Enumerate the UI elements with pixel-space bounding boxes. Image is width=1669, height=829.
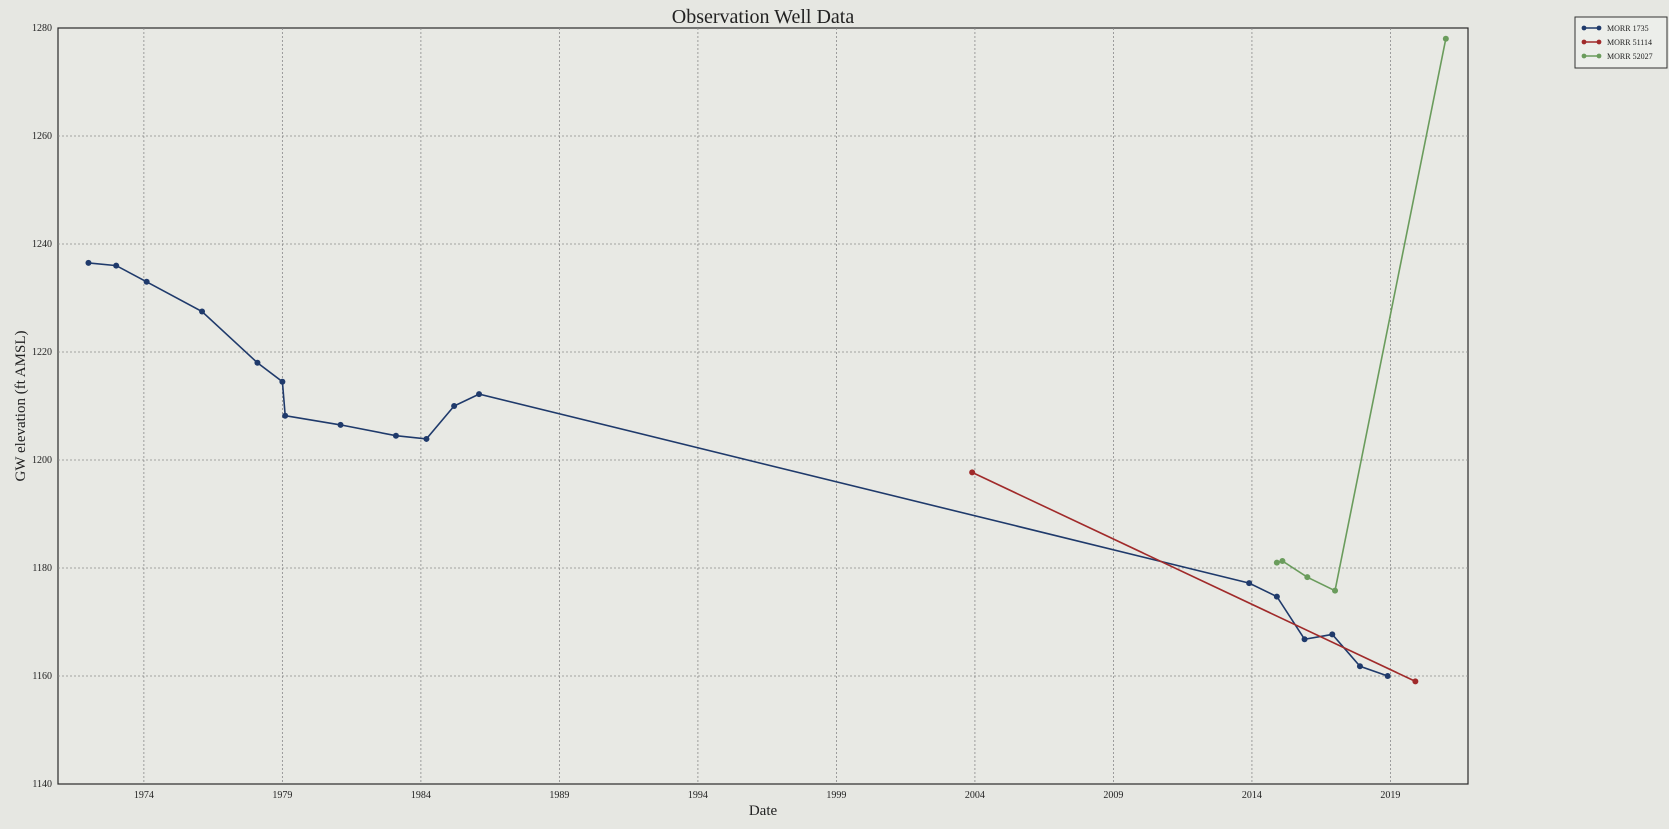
data-point	[1442, 35, 1449, 42]
legend-label: MORR 1735	[1607, 24, 1649, 33]
series-layer	[85, 35, 1449, 685]
data-point	[1412, 678, 1419, 685]
y-tick-label: 1220	[32, 347, 52, 358]
x-axis-label: Date	[749, 803, 778, 819]
chart-title: Observation Well Data	[672, 6, 855, 28]
data-point	[85, 259, 92, 266]
y-axis-label: GW elevation (ft AMSL)	[13, 331, 29, 482]
y-tick-label: 1240	[32, 239, 52, 250]
legend: MORR 1735 MORR 51114 MORR 52027	[1574, 16, 1668, 69]
legend-marker	[1596, 39, 1602, 45]
data-point	[1273, 559, 1280, 566]
plot-area	[57, 27, 1469, 785]
data-point	[423, 435, 430, 442]
x-tick-label: 2004	[965, 790, 985, 801]
legend-marker	[1581, 53, 1587, 59]
legend-label: MORR 52027	[1607, 52, 1653, 61]
legend-label: MORR 51114	[1607, 38, 1652, 47]
data-point	[143, 278, 150, 285]
data-point	[969, 469, 976, 476]
data-point	[1304, 574, 1311, 581]
series-line	[971, 471, 1416, 683]
x-tick-label: 1984	[411, 790, 431, 801]
y-tick-label: 1160	[32, 671, 52, 682]
data-point	[282, 412, 289, 419]
y-axis-ticks: 1140 1160 1180 1200 1220 1240 1260 1280	[32, 23, 52, 790]
series-2	[1273, 35, 1449, 594]
legend-marker	[1581, 39, 1587, 45]
data-point	[254, 359, 261, 366]
x-axis-ticks: 1974 1979 1984 1989 1994 1999 2004 2009 2014 2019	[134, 790, 1401, 801]
data-point	[199, 308, 206, 315]
y-tick-label: 1180	[32, 563, 52, 574]
grid-lines	[58, 28, 1468, 784]
y-tick-label: 1280	[32, 23, 52, 34]
series-0	[85, 259, 1391, 679]
data-point	[113, 262, 120, 269]
x-tick-label: 2009	[1103, 790, 1123, 801]
data-point	[1279, 557, 1286, 564]
x-tick-label: 1989	[549, 790, 569, 801]
data-point	[279, 378, 286, 385]
x-tick-label: 2014	[1242, 790, 1262, 801]
legend-marker	[1596, 25, 1602, 31]
data-point	[1246, 580, 1253, 587]
series-line	[88, 262, 1388, 677]
data-point	[1301, 636, 1308, 643]
data-point	[1356, 663, 1363, 670]
x-tick-label: 1979	[272, 790, 292, 801]
legend-marker	[1581, 25, 1587, 31]
y-tick-label: 1260	[32, 131, 52, 142]
data-point	[1273, 593, 1280, 600]
data-point	[1384, 673, 1391, 679]
data-point	[392, 432, 399, 439]
data-point	[1329, 631, 1336, 638]
y-tick-label: 1200	[32, 455, 52, 466]
legend-marker	[1596, 53, 1602, 59]
x-tick-label: 1999	[826, 790, 846, 801]
data-point	[451, 403, 458, 409]
data-point	[337, 421, 344, 428]
y-tick-label: 1140	[32, 779, 52, 790]
series-1	[969, 469, 1419, 685]
x-tick-label: 1974	[134, 790, 154, 801]
data-point	[476, 391, 483, 398]
x-tick-label: 2019	[1380, 790, 1400, 801]
x-tick-label: 1994	[688, 790, 708, 801]
data-point	[1332, 587, 1339, 594]
